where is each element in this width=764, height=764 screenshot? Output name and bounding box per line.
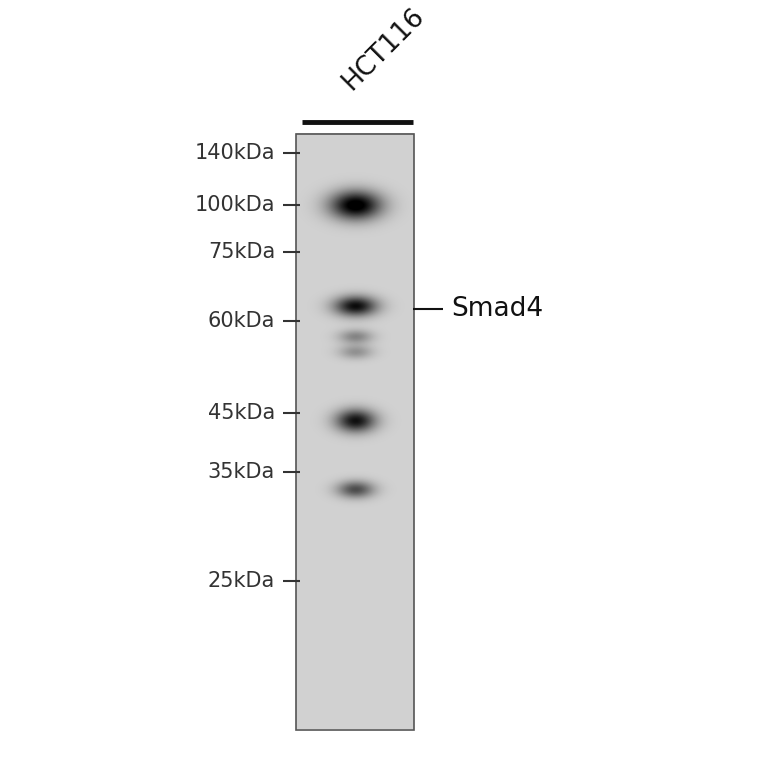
Text: 45kDa: 45kDa (208, 403, 275, 422)
Text: 100kDa: 100kDa (195, 195, 275, 215)
Text: Smad4: Smad4 (451, 296, 543, 322)
Text: HCT116: HCT116 (337, 3, 429, 96)
Text: 35kDa: 35kDa (208, 462, 275, 482)
Bar (296, 134, 414, 730)
Text: 25kDa: 25kDa (208, 571, 275, 591)
Text: 60kDa: 60kDa (208, 311, 275, 331)
Text: 140kDa: 140kDa (195, 143, 275, 163)
Text: 75kDa: 75kDa (208, 242, 275, 262)
